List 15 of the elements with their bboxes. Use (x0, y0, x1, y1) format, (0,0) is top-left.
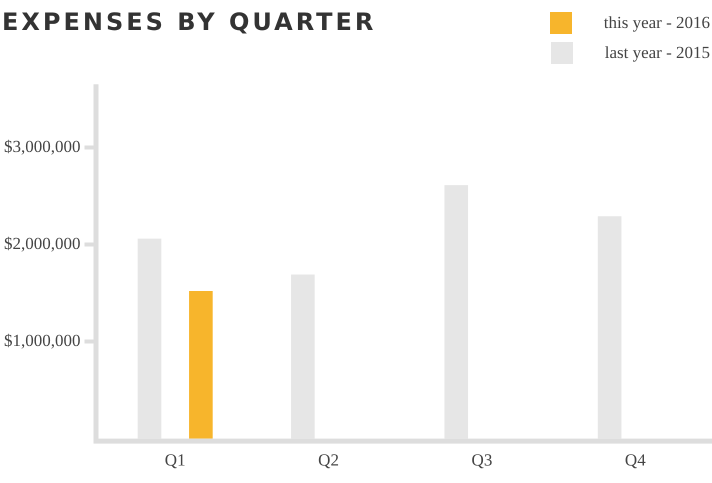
bar (598, 216, 622, 439)
bar (138, 238, 162, 439)
bar (444, 185, 468, 439)
bar (189, 291, 213, 439)
x-tick-label: Q1 (164, 450, 186, 470)
y-tick-label: $2,000,000 (4, 234, 80, 253)
chart-title: EXPENSES BY QUARTER (2, 8, 376, 36)
y-tick-label: $3,000,000 (4, 136, 80, 156)
y-tick-label: $1,000,000 (4, 330, 80, 350)
x-tick-label: Q2 (318, 450, 339, 470)
legend-label: this year - 2016 (604, 13, 710, 33)
legend-label: last year - 2015 (604, 43, 710, 63)
bar (291, 274, 315, 439)
x-tick-label: Q3 (472, 450, 492, 470)
x-tick-label: Q4 (624, 450, 646, 470)
